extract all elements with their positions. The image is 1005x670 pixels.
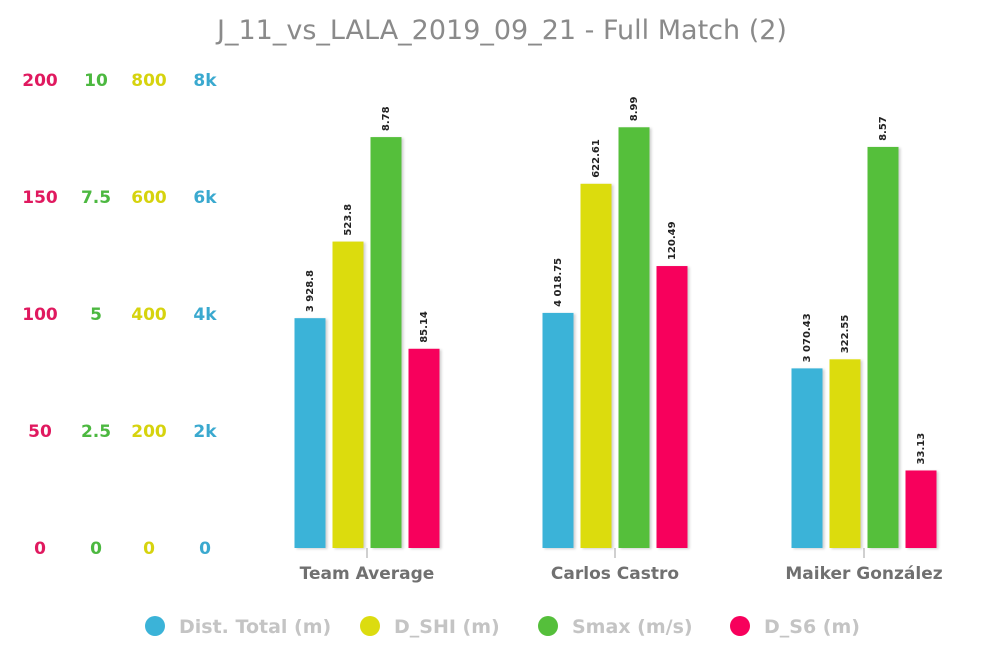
bar-d-shi-m--3[interactable] [829,359,861,548]
bar-data-label: 85.14 [419,311,430,343]
bar-dist-total-m--1[interactable] [294,318,326,548]
legend-item-dist-total-m-[interactable]: Dist. Total (m) [145,616,331,638]
legend-label: Smax (m/s) [572,616,693,638]
y-axis-3-tick-label: 400 [131,305,167,325]
legend-marker [538,616,558,636]
y-axis-4-tick-label: 4k [193,305,217,325]
bar-d-shi-m--1[interactable] [332,241,364,548]
bar-data-label: 4 018.75 [553,258,564,307]
bar-data-label: 523.8 [343,204,354,236]
bar-smax-m-s--3[interactable] [867,146,899,548]
y-axis-2-tick-label: 2.5 [81,422,111,442]
y-axis-4-tick-label: 0 [199,539,211,559]
y-axis-1-tick-label: 150 [22,188,58,208]
legend-label: Dist. Total (m) [179,616,331,638]
bar-data-label: 622.61 [591,139,602,178]
bars: 3 928.8 523.8 8.78 85.14 4 018.75 622.61 8.99 1… [294,97,937,549]
y-axis-3-tick-label: 600 [131,188,167,208]
bar-data-label: 3 928.8 [305,270,316,312]
y-axis-1-tick-label: 200 [22,71,58,91]
chart-title: J_11_vs_LALA_2019_09_21 - Full Match (2) [215,15,787,46]
y-axis-1-tick-label: 100 [22,305,58,325]
bar-data-label: 8.78 [381,106,392,131]
legend-item-smax-m-s-[interactable]: Smax (m/s) [538,616,693,638]
legend[interactable]: Dist. Total (m) D_SHI (m) Smax (m/s) D_S6 (… [145,616,860,638]
legend-label: D_S6 (m) [764,616,860,638]
bar-dist-total-m--3[interactable] [791,368,823,548]
bar-smax-m-s--1[interactable] [370,137,402,548]
bar-smax-m-s--2[interactable] [618,127,650,548]
bar-d-s6-m--2[interactable] [656,266,688,548]
legend-marker [145,616,165,636]
y-axis-1-tick-label: 0 [34,539,46,559]
y-axis-4-tick-label: 6k [193,188,217,208]
bar-d-shi-m--2[interactable] [580,183,612,549]
bar-data-label: 3 070.43 [802,313,813,362]
y-axis-4-tick-label: 2k [193,422,217,442]
legend-item-d-s6-m-[interactable]: D_S6 (m) [730,616,860,638]
legend-label: D_SHI (m) [394,616,500,638]
bar-d-s6-m--1[interactable] [408,348,440,548]
legend-marker [730,616,750,636]
bar-data-label: 322.55 [840,315,851,354]
y-axis-3-tick-label: 0 [143,539,155,559]
bar-data-label: 8.99 [629,97,640,122]
category-label: Team Average [300,564,435,584]
y-axes: 05010015020002.557.510020040060080002k4k… [22,71,217,559]
bar-d-s6-m--3[interactable] [905,470,937,548]
legend-marker [360,616,380,636]
y-axis-1-tick-label: 50 [28,422,52,442]
y-axis-3-tick-label: 200 [131,422,167,442]
y-axis-3-tick-label: 800 [131,71,167,91]
legend-item-d-shi-m-[interactable]: D_SHI (m) [360,616,500,638]
bar-dist-total-m--2[interactable] [542,312,574,548]
category-axis: Team Average Carlos Castro Maiker González [300,548,943,584]
y-axis-4-tick-label: 8k [193,71,217,91]
y-axis-2-tick-label: 0 [90,539,102,559]
y-axis-2-tick-label: 10 [84,71,108,91]
bar-data-label: 33.13 [916,433,927,465]
y-axis-2-tick-label: 7.5 [81,188,111,208]
bar-data-label: 120.49 [667,221,678,260]
category-label: Maiker González [785,564,942,584]
y-axis-2-tick-label: 5 [90,305,102,325]
bar-data-label: 8.57 [878,116,889,141]
category-label: Carlos Castro [551,564,679,584]
